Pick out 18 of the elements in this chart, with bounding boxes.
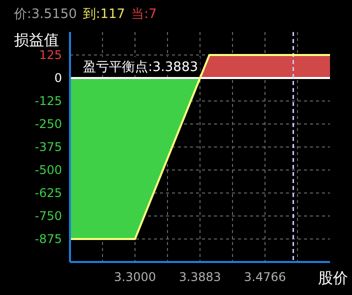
- y-tick-label: -875: [34, 232, 62, 246]
- y-tick-label: -375: [34, 140, 62, 154]
- x-axis-title: 股价: [318, 269, 348, 287]
- text: 当:7: [131, 7, 157, 22]
- y-tick-label: 0: [54, 71, 62, 86]
- y-tick-label: -625: [34, 186, 62, 200]
- x-tick-label: 3.3883: [179, 270, 221, 284]
- x-tick-label: 3.4766: [244, 270, 286, 284]
- y-tick-label: -250: [34, 117, 62, 132]
- text: 价:3.5150: [13, 7, 77, 22]
- y-axis-title: 损益值: [14, 31, 59, 49]
- y-tick-label: -750: [34, 209, 62, 224]
- text: 到:117: [82, 7, 126, 22]
- x-tick-label: 3.3000: [114, 270, 156, 284]
- annotation: 盈亏平衡点:3.3883: [83, 60, 198, 75]
- y-tick-label: -500: [34, 163, 62, 178]
- y-tick-label: 125: [39, 48, 62, 62]
- y-tick-label: -125: [34, 94, 62, 108]
